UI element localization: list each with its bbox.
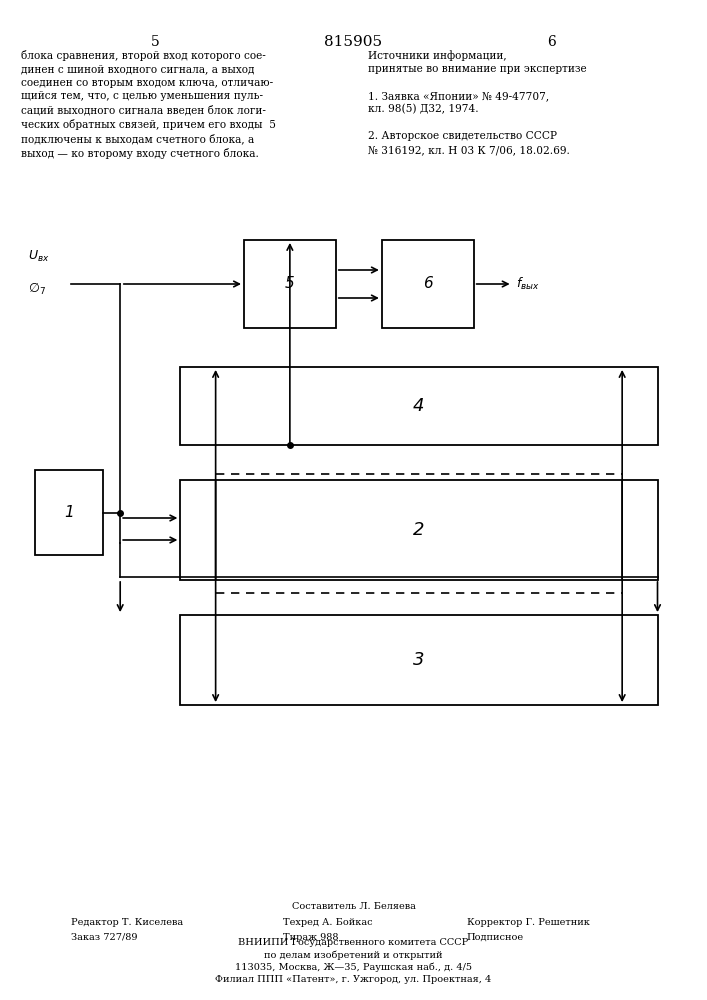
- Text: 815905: 815905: [325, 35, 382, 49]
- Text: Заказ 727/89: Заказ 727/89: [71, 933, 137, 942]
- Text: 3: 3: [413, 651, 425, 669]
- Bar: [180, 615, 658, 705]
- Text: Подписное: Подписное: [467, 933, 524, 942]
- Text: Техред А. Бойкас: Техред А. Бойкас: [283, 918, 373, 927]
- Text: $U_{вх}$: $U_{вх}$: [28, 248, 49, 264]
- Text: $f_{вых}$: $f_{вых}$: [516, 276, 540, 292]
- Text: 6: 6: [547, 35, 556, 49]
- Bar: [180, 480, 658, 580]
- Bar: [180, 367, 658, 445]
- Text: Корректор Г. Решетник: Корректор Г. Решетник: [467, 918, 590, 927]
- Text: 4: 4: [413, 397, 425, 415]
- Text: 2: 2: [413, 521, 425, 539]
- Text: Составитель Л. Беляева: Составитель Л. Беляева: [291, 902, 416, 911]
- Text: 1: 1: [64, 505, 74, 520]
- Text: 5: 5: [285, 276, 295, 291]
- Bar: [382, 240, 474, 328]
- Text: Тираж 988: Тираж 988: [283, 933, 339, 942]
- Text: $\emptyset_7$: $\emptyset_7$: [28, 281, 46, 297]
- Text: блока сравнения, второй вход которого сое-
динен с шиной входного сигнала, а вых: блока сравнения, второй вход которого со…: [21, 50, 276, 159]
- Text: Источники информации,
принятые во внимание при экспертизе

1. Заявка «Японии» № : Источники информации, принятые во вниман…: [368, 50, 586, 155]
- Text: ВНИИПИ Государственного комитета СССР
по делам изобретений и открытий
113035, Мо: ВНИИПИ Государственного комитета СССР по…: [216, 938, 491, 984]
- Bar: [244, 240, 336, 328]
- Text: 6: 6: [423, 276, 433, 291]
- Text: Редактор Т. Киселева: Редактор Т. Киселева: [71, 918, 183, 927]
- Text: 5: 5: [151, 35, 160, 49]
- Bar: [35, 470, 103, 555]
